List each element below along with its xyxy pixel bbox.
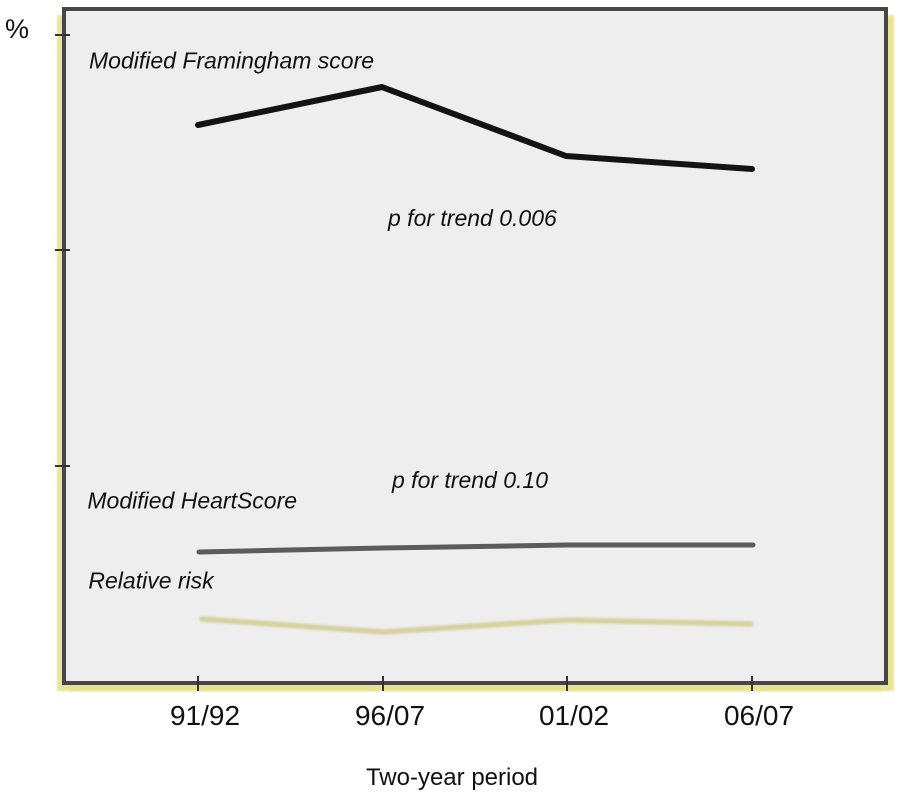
svg-text:06/07: 06/07 bbox=[724, 700, 794, 731]
svg-text:p for trend 0.006: p for trend 0.006 bbox=[387, 205, 557, 231]
svg-text:01/02: 01/02 bbox=[539, 700, 609, 731]
svg-text:96/07: 96/07 bbox=[355, 700, 425, 731]
svg-text:p for trend 0.10: p for trend 0.10 bbox=[391, 467, 548, 493]
svg-text:%: % bbox=[5, 14, 29, 44]
svg-text:Modified HeartScore: Modified HeartScore bbox=[87, 488, 297, 514]
svg-text:Two-year period: Two-year period bbox=[366, 764, 538, 791]
svg-text:91/92: 91/92 bbox=[170, 700, 240, 731]
svg-text:Relative risk: Relative risk bbox=[88, 567, 215, 593]
svg-text:Modified Framingham score: Modified Framingham score bbox=[89, 48, 374, 74]
